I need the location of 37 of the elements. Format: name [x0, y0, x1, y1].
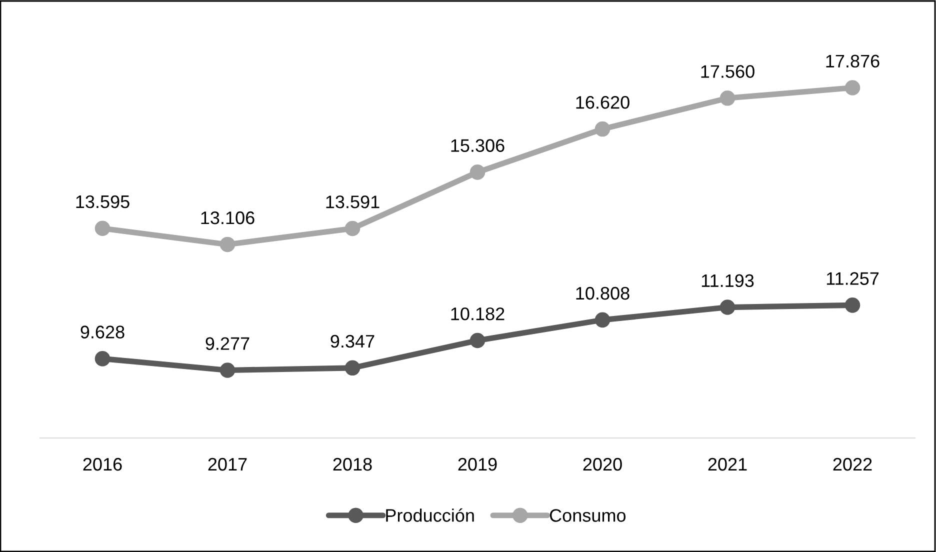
point [844, 298, 860, 313]
point [94, 220, 110, 236]
data-label: 13.595 [76, 195, 130, 208]
point [94, 351, 110, 366]
data-label: 9.277 [206, 337, 250, 350]
x-tick-label: 2022 [833, 458, 872, 471]
data-label: 10.808 [576, 286, 630, 300]
point [594, 312, 610, 328]
data-label: 13.591 [326, 196, 380, 208]
data-label: 9.347 [330, 334, 374, 348]
data-label: 11.193 [702, 274, 754, 288]
point [720, 300, 736, 315]
point [220, 362, 236, 378]
x-tick-label: 2019 [458, 458, 497, 471]
point [844, 80, 860, 96]
legend-label: Consumo [550, 509, 626, 522]
data-label: 11.257 [826, 272, 879, 285]
point [470, 332, 486, 348]
x-tick-label: 2021 [708, 458, 747, 471]
data-label: 16.620 [576, 96, 630, 109]
x-tick-label: 2017 [208, 458, 247, 471]
data-label: 15.306 [451, 139, 504, 152]
data-label: 10.182 [451, 307, 504, 320]
data-label: 13.106 [201, 211, 254, 224]
point [470, 164, 486, 180]
data-label: 17.560 [701, 65, 754, 78]
x-tick-label: 2016 [83, 458, 122, 471]
point [594, 121, 610, 137]
point [344, 220, 360, 236]
data-label: 9.628 [80, 326, 124, 338]
data-label: 17.876 [826, 54, 880, 68]
point [720, 90, 736, 106]
point [344, 360, 360, 376]
x-tick-label: 2018 [333, 458, 372, 471]
point [220, 236, 236, 252]
legend-label: Producción [386, 508, 474, 522]
x-tick-label: 2020 [583, 458, 622, 471]
